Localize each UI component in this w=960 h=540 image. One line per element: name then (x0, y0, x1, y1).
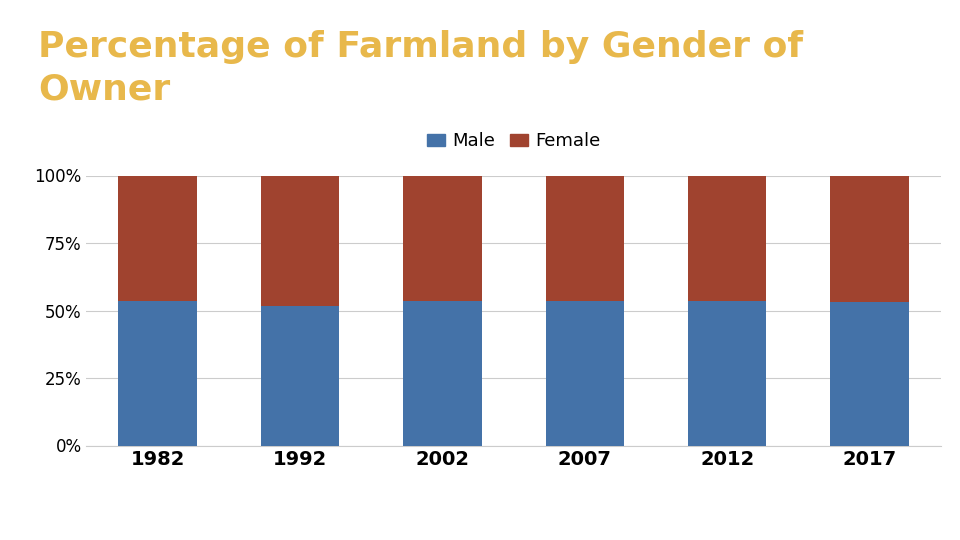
Bar (545, 301, 624, 446)
Bar (830, 176, 909, 302)
Bar (830, 302, 909, 446)
Bar (261, 176, 339, 306)
Bar (688, 301, 766, 446)
Bar (403, 176, 482, 301)
Bar (261, 306, 339, 445)
Text: Center for Agricultural and Rural Development: Center for Agricultural and Rural Develo… (832, 491, 960, 500)
Text: Owner: Owner (38, 73, 171, 107)
Bar (688, 176, 766, 301)
Bar (403, 301, 482, 446)
Bar (118, 301, 197, 446)
Text: Ag Decision Maker: Ag Decision Maker (408, 496, 552, 510)
Legend: Male, Female: Male, Female (420, 125, 608, 158)
Text: Extension and Outreach: Extension and Outreach (10, 514, 135, 524)
Text: IOWA STATE UNIVERSITY: IOWA STATE UNIVERSITY (10, 480, 195, 493)
Text: Percentage of Farmland by Gender of: Percentage of Farmland by Gender of (38, 30, 804, 64)
Bar (118, 176, 197, 301)
Text: CARD: CARD (819, 494, 871, 512)
Bar (545, 176, 624, 301)
